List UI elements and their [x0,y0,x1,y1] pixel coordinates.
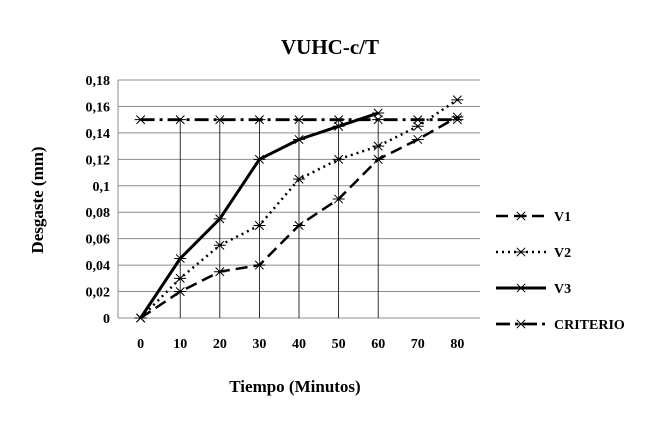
x-tick-label: 10 [173,337,187,352]
x-tick-label: 50 [332,337,346,352]
x-tick-label: 0 [137,337,144,352]
y-tick-label: 0,16 [86,100,111,115]
legend-marker-icon [515,212,527,220]
y-tick-label: 0,14 [86,127,111,142]
y-tick-label: 0,08 [86,206,111,221]
y-tick-label: 0,18 [86,74,111,89]
y-tick-label: 0 [103,312,110,327]
legend-marker-icon [515,248,527,256]
x-tick-label: 20 [213,337,227,352]
legend-marker-icon [515,284,527,292]
y-tick-label: 0,04 [86,259,111,274]
legend-item-v2: V2 [496,246,571,261]
y-axis-label: Desgaste (mm) [28,146,47,253]
x-tick-label: 70 [411,337,425,352]
y-tick-label: 0,1 [93,180,111,195]
legend-label: V1 [554,210,571,225]
legend-item-v3: V3 [496,282,571,297]
legend-label: CRITERIO [554,318,625,333]
legend-label: V3 [554,282,571,297]
y-tick-label: 0,02 [86,286,111,301]
legend: V1 V2 V3 CRITERIO [496,210,625,333]
y-tick-label: 0,12 [86,153,111,168]
x-tick-label: 30 [252,337,266,352]
x-tick-label: 40 [292,337,306,352]
data-point-marker [135,115,147,123]
x-tick-label: 80 [450,337,464,352]
legend-item-v1: V1 [496,210,571,225]
legend-label: V2 [554,246,571,261]
legend-item-criterio: CRITERIO [496,318,625,333]
axes [118,80,480,318]
y-tick-label: 0,06 [86,233,111,248]
x-axis-label: Tiempo (Minutos) [229,377,360,396]
chart-title: VUHC-c/T [281,35,379,59]
x-tick-label: 60 [371,337,385,352]
legend-marker-icon [515,320,527,328]
tick-labels: 0 0,02 0,04 0,06 0,08 0,1 0,12 0,14 0,16 0,18 0 10 2… [86,74,465,352]
